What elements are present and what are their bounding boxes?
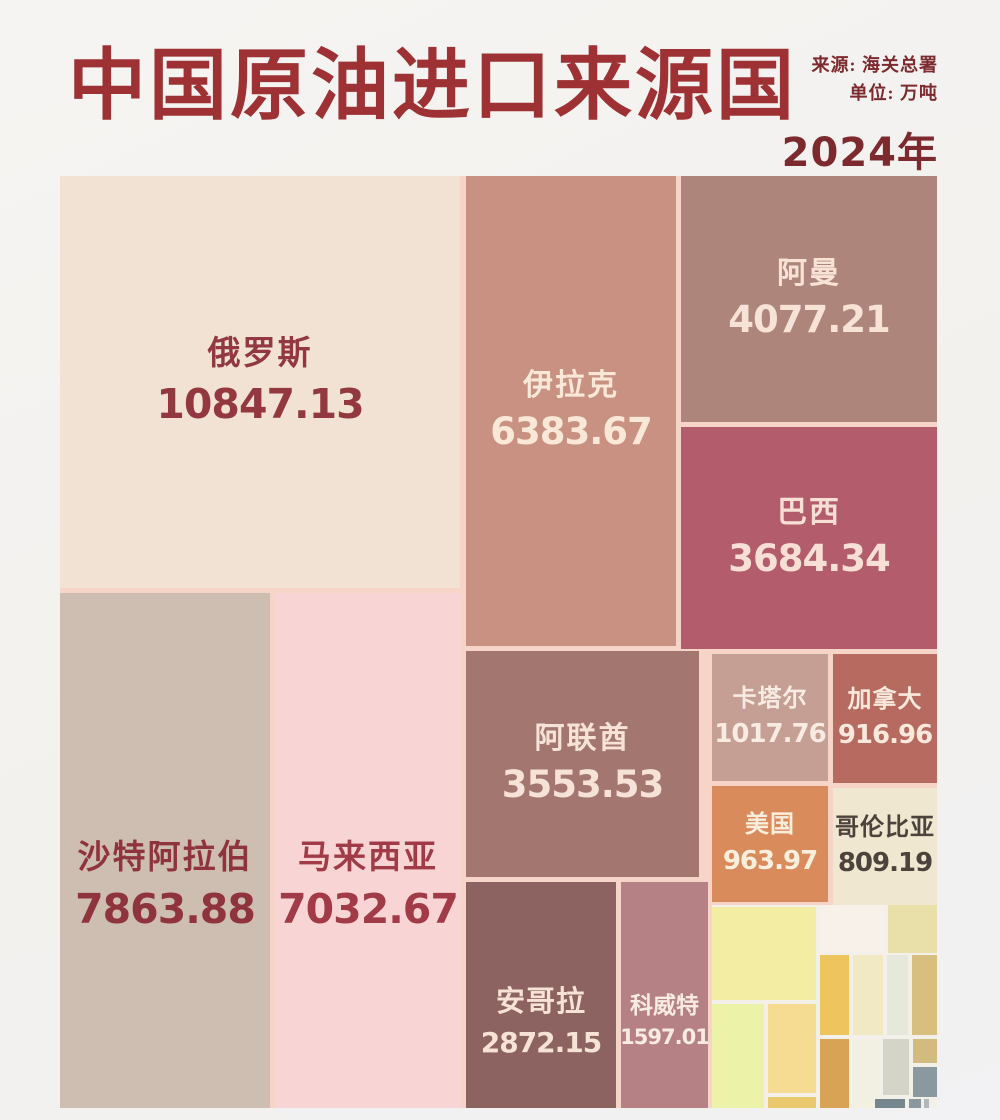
- treemap-block-kuwait: 科威特 1597.01: [621, 882, 708, 1108]
- value-label: 3553.53: [501, 762, 665, 806]
- value-label: 1017.76: [714, 719, 826, 750]
- value-label: 7863.88: [75, 884, 256, 933]
- treemap-block-malaysia: 马来西亚 7032.67: [275, 593, 461, 1108]
- treemap-block-uae: 阿联酋 3553.53: [466, 651, 699, 877]
- treemap-block-angola: 安哥拉 2872.15: [466, 882, 616, 1108]
- treemap-block-other: [913, 1039, 937, 1063]
- chart-title: 中国原油进口来源国: [68, 42, 798, 129]
- value-label: 6383.67: [490, 409, 653, 453]
- header-meta: 来源: 海关总署 单位: 万吨 2024年: [782, 52, 938, 178]
- treemap-block-colombia: 哥伦比亚 809.19: [833, 788, 937, 905]
- treemap-block-other: [712, 907, 816, 1000]
- treemap-block-other: [820, 1039, 849, 1108]
- treemap-block-other: [924, 1099, 929, 1108]
- treemap-block-other: [888, 905, 937, 953]
- treemap-block-saudi-arabia: 沙特阿拉伯 7863.88: [60, 593, 270, 1108]
- treemap-block-qatar: 卡塔尔 1017.76: [712, 654, 828, 781]
- country-label: 伊拉克: [523, 368, 619, 402]
- treemap-block-other: [913, 1067, 937, 1097]
- value-label: 1597.01: [621, 1025, 708, 1050]
- treemap-block-other: [887, 955, 908, 1035]
- country-label: 阿联酋: [534, 721, 631, 755]
- country-label: 阿曼: [777, 256, 841, 290]
- treemap-block-other: [875, 1099, 905, 1108]
- treemap-block-other: [712, 1004, 764, 1108]
- treemap-block-other: [820, 955, 849, 1035]
- value-label: 7032.67: [278, 884, 459, 933]
- treemap: 俄罗斯 10847.13 沙特阿拉伯 7863.88 马来西亚 7032.67 伊拉克 638…: [60, 176, 937, 1108]
- country-label: 马来西亚: [298, 840, 438, 877]
- value-label: 2872.15: [480, 1025, 603, 1059]
- value-label: 963.97: [722, 845, 818, 876]
- country-label: 科威特: [630, 992, 699, 1018]
- treemap-block-other: [912, 955, 937, 1035]
- treemap-block-other: [883, 1039, 909, 1095]
- value-label: 809.19: [837, 848, 933, 879]
- treemap-block-russia: 俄罗斯 10847.13: [60, 176, 460, 588]
- treemap-block-other: [909, 1099, 921, 1108]
- country-label: 哥伦比亚: [835, 814, 935, 841]
- treemap-block-other: [768, 1097, 816, 1108]
- treemap-block-other: [853, 955, 883, 1035]
- value-label: 10847.13: [156, 380, 364, 429]
- source-note: 来源: 海关总署: [811, 55, 938, 75]
- country-label: 美国: [745, 812, 795, 838]
- country-label: 沙特阿拉伯: [77, 840, 253, 877]
- year-label: 2024年: [781, 129, 938, 176]
- unit-note: 单位: 万吨: [849, 82, 938, 103]
- value-label: 3684.34: [728, 536, 891, 580]
- country-label: 加拿大: [847, 686, 923, 713]
- treemap-block-other: [768, 1004, 816, 1093]
- treemap-block-oman: 阿曼 4077.21: [681, 176, 937, 422]
- treemap-block-other: [820, 905, 884, 951]
- treemap-block-usa: 美国 963.97: [712, 786, 828, 902]
- treemap-block-brazil: 巴西 3684.34: [681, 427, 937, 649]
- value-label: 916.96: [837, 720, 933, 751]
- treemap-block-other: [853, 1039, 879, 1108]
- country-label: 巴西: [777, 495, 841, 529]
- treemap-block-iraq: 伊拉克 6383.67: [466, 176, 676, 646]
- country-label: 俄罗斯: [207, 335, 313, 372]
- country-label: 卡塔尔: [732, 685, 808, 712]
- treemap-block-canada: 加拿大 916.96: [833, 654, 937, 783]
- value-label: 4077.21: [728, 297, 891, 341]
- country-label: 安哥拉: [495, 985, 586, 1018]
